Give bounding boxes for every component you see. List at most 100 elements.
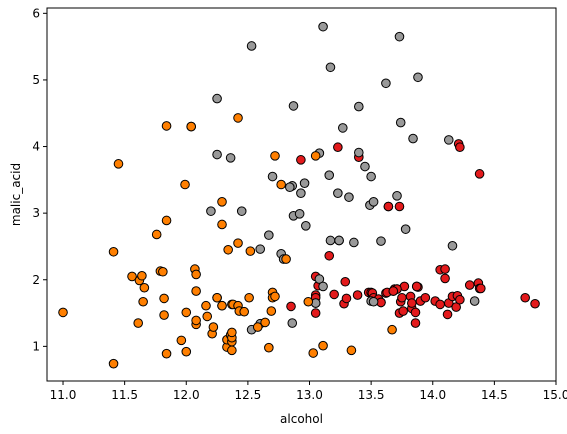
scatter-point: [474, 169, 485, 179]
scatter-point: [397, 292, 407, 303]
scatter-point: [301, 221, 311, 231]
scatter-point: [392, 191, 402, 201]
x-axis-label: alcohol: [280, 412, 323, 426]
scatter-point: [212, 292, 222, 303]
scatter-point: [181, 346, 192, 357]
scatter-point: [394, 201, 405, 212]
data-points: [58, 21, 540, 369]
scatter-point: [308, 348, 319, 358]
scatter-point: [127, 271, 137, 282]
x-tick-label: 11.5: [111, 388, 138, 402]
scatter-point: [245, 246, 256, 256]
scatter-point: [464, 280, 475, 290]
scatter-point: [296, 188, 306, 198]
x-tick-label: 14.0: [419, 388, 446, 402]
scatter-point: [354, 147, 364, 158]
scatter-point: [266, 306, 277, 316]
scatter-point: [368, 197, 379, 207]
scatter-point: [270, 291, 280, 302]
scatter-point: [225, 153, 236, 163]
scatter-point: [368, 296, 379, 307]
scatter-point: [346, 345, 357, 356]
scatter-point: [408, 133, 418, 144]
scatter-point: [394, 31, 405, 42]
scatter-point: [398, 306, 408, 316]
scatter-point: [161, 348, 172, 359]
scatter-point: [413, 72, 423, 83]
scatter-point: [206, 206, 216, 216]
scatter-point: [410, 307, 421, 318]
scatter-point: [191, 315, 201, 326]
scatter-point: [352, 290, 363, 300]
scatter-point: [202, 311, 213, 322]
scatter-point: [366, 171, 376, 182]
scatter-point: [325, 235, 336, 246]
scatter-point: [383, 201, 394, 212]
scatter-point: [440, 273, 450, 284]
x-tick-label: 12.5: [235, 388, 262, 402]
x-tick-label: 12.0: [173, 388, 200, 402]
scatter-point: [388, 286, 399, 296]
scatter-point: [276, 179, 286, 190]
scatter-point: [113, 159, 124, 169]
scatter-point: [236, 206, 247, 216]
scatter-point: [349, 237, 359, 248]
scatter-point: [255, 244, 266, 254]
scatter-point: [340, 276, 351, 287]
scatter-point: [411, 281, 422, 292]
scatter-point: [137, 270, 147, 281]
scatter-point: [435, 299, 445, 310]
y-tick-label: 5: [32, 73, 40, 87]
scatter-point: [286, 301, 296, 312]
scatter-point: [108, 246, 119, 257]
scatter-point: [201, 300, 211, 311]
y-tick-label: 1: [32, 339, 40, 353]
y-tick-label: 6: [32, 6, 40, 20]
scatter-point: [329, 289, 339, 300]
scatter-point: [455, 294, 465, 305]
scatter-point: [325, 62, 336, 73]
scatter-point: [354, 101, 364, 112]
scatter-point: [395, 117, 406, 128]
scatter-point: [58, 307, 68, 318]
scatter-point: [410, 318, 421, 328]
scatter-point: [281, 254, 291, 264]
scatter-point: [376, 236, 386, 246]
scatter-point: [299, 178, 310, 188]
scatter-point: [420, 292, 431, 303]
scatter-point: [440, 264, 450, 274]
scatter-point: [108, 358, 119, 369]
scatter-point: [324, 250, 335, 261]
scatter-point: [186, 121, 196, 132]
y-axis-ticks: 1 2 3 4 5 6: [32, 6, 47, 353]
scatter-point: [244, 292, 254, 303]
scatter-point: [227, 345, 237, 356]
x-axis-ticks: 11.0 11.5 12.0 12.5 13.0 13.5 14.0 14.5 15.0: [50, 381, 567, 402]
scatter-point: [208, 322, 219, 332]
scatter-point: [180, 179, 190, 190]
scatter-point: [294, 209, 305, 219]
scatter-point: [400, 224, 411, 234]
scatter-point: [288, 101, 299, 111]
scatter-point: [381, 78, 391, 89]
scatter-point: [223, 244, 233, 255]
scatter-point: [181, 307, 192, 318]
x-tick-label: 13.5: [358, 388, 385, 402]
scatter-point: [159, 293, 169, 304]
scatter-point: [333, 142, 343, 153]
scatter-point: [233, 113, 243, 123]
x-tick-label: 14.5: [481, 388, 508, 402]
scatter-point: [227, 327, 237, 338]
y-tick-label: 2: [32, 273, 40, 287]
scatter-point: [303, 296, 314, 307]
scatter-point: [287, 318, 298, 328]
scatter-point: [161, 121, 172, 131]
x-tick-label: 13.0: [296, 388, 323, 402]
scatter-point: [264, 342, 274, 353]
scatter-point: [520, 292, 530, 303]
scatter-point: [212, 149, 222, 160]
x-tick-label: 15.0: [543, 388, 567, 402]
scatter-point: [318, 21, 328, 32]
